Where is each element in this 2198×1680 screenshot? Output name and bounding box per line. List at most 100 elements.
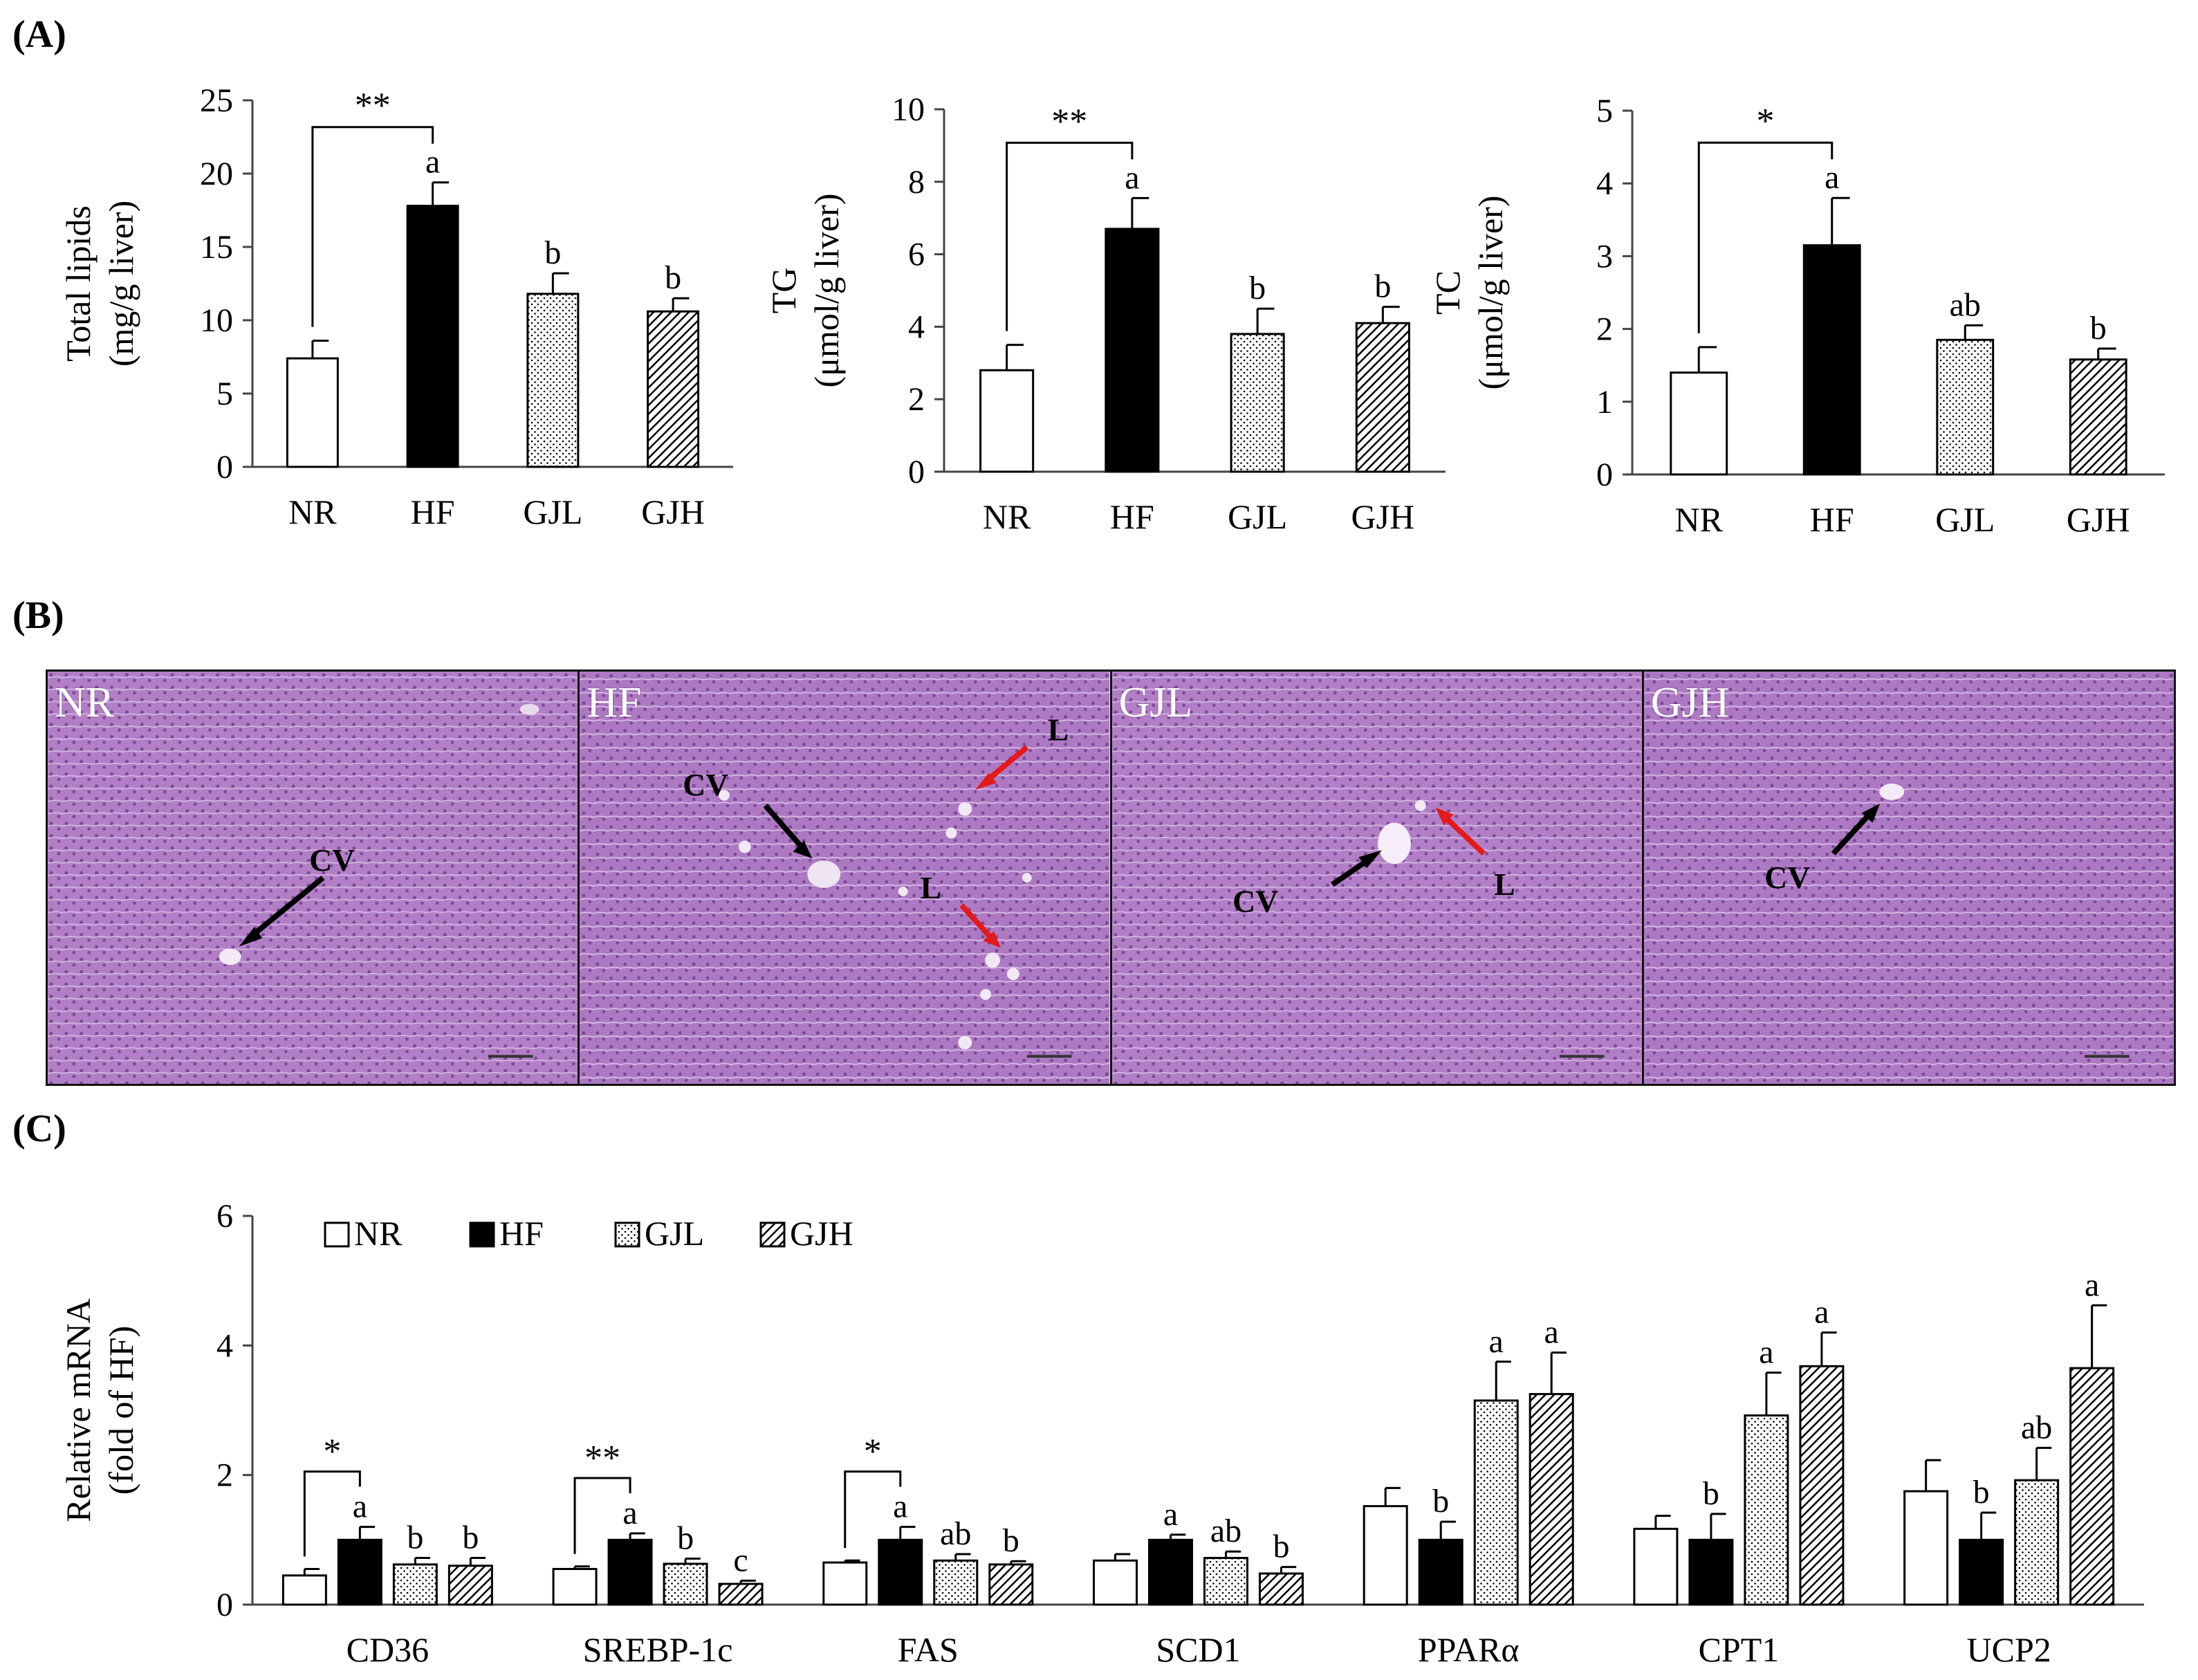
significance-letter: b <box>1249 270 1266 306</box>
significance-letter: b <box>1973 1474 1990 1511</box>
significance-bracket <box>844 1470 902 1549</box>
significance-letter: a <box>2085 1266 2099 1303</box>
x-tick-label: HF <box>1810 500 1854 539</box>
significance-letter: a <box>1544 1314 1559 1351</box>
significance-letter: b <box>1703 1475 1719 1512</box>
bar <box>1473 1399 1519 1606</box>
bar <box>1903 1490 1949 1606</box>
bar <box>647 310 700 468</box>
central-vein-shape <box>807 860 841 888</box>
x-tick-label: SREBP-1c <box>583 1630 733 1669</box>
significance-letter: b <box>462 1520 479 1556</box>
significance-letter: a <box>893 1488 907 1525</box>
legend-label: HF <box>499 1214 544 1253</box>
cv-label: CV <box>683 767 729 802</box>
y-tick-label: 3 <box>1596 238 1613 275</box>
y-tick-label: 10 <box>892 91 925 128</box>
bar <box>979 369 1035 473</box>
cv-arrow <box>246 875 325 942</box>
bar <box>1363 1505 1408 1606</box>
x-tick-label: GJH <box>2067 500 2130 539</box>
x-tick-label: NR <box>1675 500 1724 539</box>
x-tick-label: GJL <box>1935 500 1995 539</box>
bar <box>1355 322 1410 473</box>
significance-letter: b <box>677 1520 694 1556</box>
significance-letter: b <box>407 1520 423 1556</box>
x-tick-label: FAS <box>898 1630 959 1669</box>
cv-arrow <box>1831 810 1874 856</box>
histology-panel-gjh: CV GJH <box>1643 672 2174 1084</box>
bar <box>1203 1557 1248 1606</box>
significance-letter: a <box>1125 159 1139 196</box>
legend-swatch <box>324 1221 350 1248</box>
bar <box>1105 228 1160 473</box>
bar <box>1688 1538 1734 1606</box>
tissue-texture: CV <box>1643 672 2174 1084</box>
lipid-label-2: L <box>921 870 942 905</box>
y-tick-label: 8 <box>908 164 925 201</box>
histology-name: GJH <box>1650 679 1730 726</box>
histology-name: GJL <box>1118 679 1193 726</box>
x-tick-label: NR <box>983 497 1031 536</box>
cv-arrow <box>763 804 806 851</box>
significance-letter: b <box>1374 268 1391 305</box>
y-tick-label: 0 <box>216 449 233 486</box>
bar <box>526 293 580 468</box>
cv-label: CV <box>309 842 355 878</box>
bar <box>1230 333 1285 473</box>
y-axis-label: TG <box>764 268 803 314</box>
y-tick-label: 15 <box>200 229 233 266</box>
bar <box>1148 1538 1193 1606</box>
y-tick-label: 10 <box>200 302 233 339</box>
bar <box>337 1538 382 1606</box>
tissue-texture: CV <box>48 672 578 1084</box>
histology-row: CV NR CV L L HF <box>46 670 2176 1086</box>
bar <box>1418 1538 1463 1606</box>
y-tick-label: 4 <box>1596 165 1613 202</box>
lipid-arrow-red <box>959 903 995 942</box>
bar <box>1633 1527 1679 1606</box>
cv-label: CV <box>1764 860 1810 895</box>
significance-bracket <box>1697 141 1834 333</box>
legend-label: GJH <box>790 1214 853 1253</box>
significance-bracket <box>1006 141 1134 331</box>
significance-letter: ab <box>2021 1409 2052 1446</box>
bar <box>822 1561 868 1606</box>
significance-letter: a <box>1759 1334 1773 1371</box>
legend-swatch <box>469 1221 495 1248</box>
significance-stars: * <box>864 1432 882 1472</box>
y-tick-label: 2 <box>1596 311 1613 348</box>
x-tick-label: UCP2 <box>1967 1630 2051 1669</box>
significance-stars: ** <box>584 1439 620 1478</box>
y-tick-label: 2 <box>216 1457 233 1494</box>
significance-bracket <box>573 1477 631 1554</box>
legend-swatch <box>759 1221 786 1248</box>
significance-letter: a <box>425 144 440 181</box>
significance-letter: ab <box>940 1515 971 1552</box>
histology-name: NR <box>55 679 115 726</box>
histology-panel-hf: CV L L HF <box>580 672 1112 1084</box>
bar <box>933 1559 979 1606</box>
x-tick-label: GJL <box>1228 497 1287 536</box>
significance-letter: b <box>1273 1529 1290 1565</box>
bar <box>1259 1572 1304 1606</box>
histology-name: HF <box>587 679 642 726</box>
central-vein-shape <box>219 948 241 966</box>
panel-label-c: (C) <box>12 1107 66 1150</box>
bar <box>447 1564 493 1606</box>
bar <box>1799 1365 1845 1606</box>
significance-letter: a <box>353 1488 367 1525</box>
significance-letter: ab <box>1210 1513 1241 1549</box>
x-tick-label: SCD1 <box>1156 1630 1240 1669</box>
y-tick-label: 0 <box>216 1587 233 1623</box>
x-tick-label: GJL <box>523 492 582 531</box>
x-tick-label: CD36 <box>347 1630 429 1669</box>
y-tick-label: 1 <box>1596 384 1613 421</box>
significance-letter: a <box>1489 1323 1504 1360</box>
y-axis-label: Total lipids <box>59 205 98 362</box>
tissue-texture: CV L L <box>580 672 1110 1084</box>
significance-bracket <box>303 1470 361 1557</box>
significance-letter: b <box>2090 310 2107 347</box>
x-tick-label: GJH <box>1351 497 1415 536</box>
bar <box>1670 371 1728 476</box>
